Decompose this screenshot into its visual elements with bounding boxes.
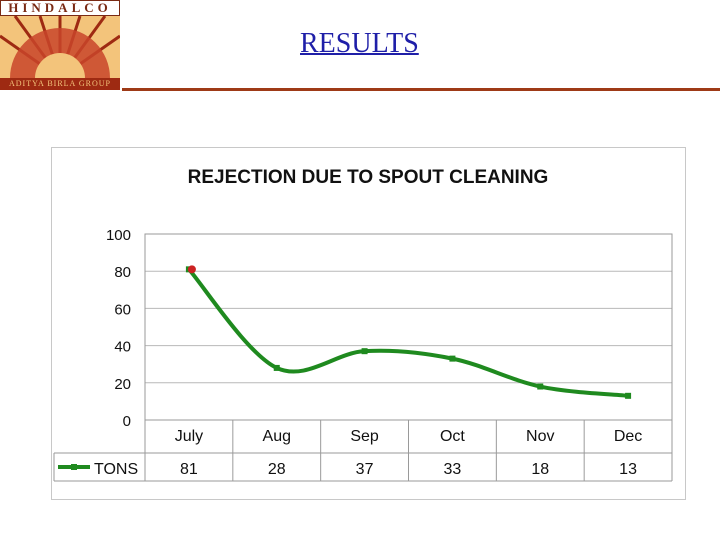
data-point-marker: [361, 348, 368, 355]
company-logo: HINDALCO ADITYA BIRLA GROUP: [0, 0, 120, 90]
rejection-line-chart: REJECTION DUE TO SPOUT CLEANING 0 20 40 60 80…: [53, 167, 673, 482]
x-category-label: Oct: [440, 428, 465, 445]
data-point-marker: [273, 364, 280, 371]
y-tick-label: 40: [114, 339, 131, 356]
data-table-value: 18: [531, 461, 549, 478]
x-category-label: Aug: [263, 428, 291, 445]
data-table-value: 28: [268, 461, 286, 478]
legend-series-label: TONS: [94, 461, 138, 478]
x-category-label: July: [175, 428, 203, 445]
data-point-marker: [625, 392, 632, 399]
data-table-value: 33: [444, 461, 462, 478]
slide-title: RESULTS: [300, 28, 419, 59]
x-category-label: Sep: [350, 428, 379, 445]
y-tick-label: 100: [106, 227, 131, 244]
highlighted-point: [187, 265, 196, 274]
data-table-value: 37: [356, 461, 374, 478]
series-line-tons: [187, 268, 629, 398]
legend-marker-key: [71, 464, 77, 470]
y-tick-label: 60: [114, 301, 131, 318]
x-category-label: Nov: [526, 428, 554, 445]
x-category-label: Dec: [614, 428, 642, 445]
y-tick-label: 20: [114, 376, 131, 393]
chart-container: REJECTION DUE TO SPOUT CLEANING 0 20 40 60 80…: [51, 147, 686, 500]
data-point-marker: [537, 383, 544, 390]
data-table-value: 81: [180, 461, 198, 478]
logo-wordmark: HINDALCO: [0, 0, 120, 16]
data-table-value: 13: [619, 461, 637, 478]
data-point-marker: [449, 355, 456, 362]
rising-sun-icon: [0, 16, 120, 78]
chart-title: REJECTION DUE TO SPOUT CLEANING: [188, 167, 549, 188]
y-tick-label: 0: [123, 413, 131, 430]
y-tick-label: 80: [114, 264, 131, 281]
logo-group-name: ADITYA BIRLA GROUP: [0, 78, 120, 90]
header-divider: [122, 88, 720, 91]
